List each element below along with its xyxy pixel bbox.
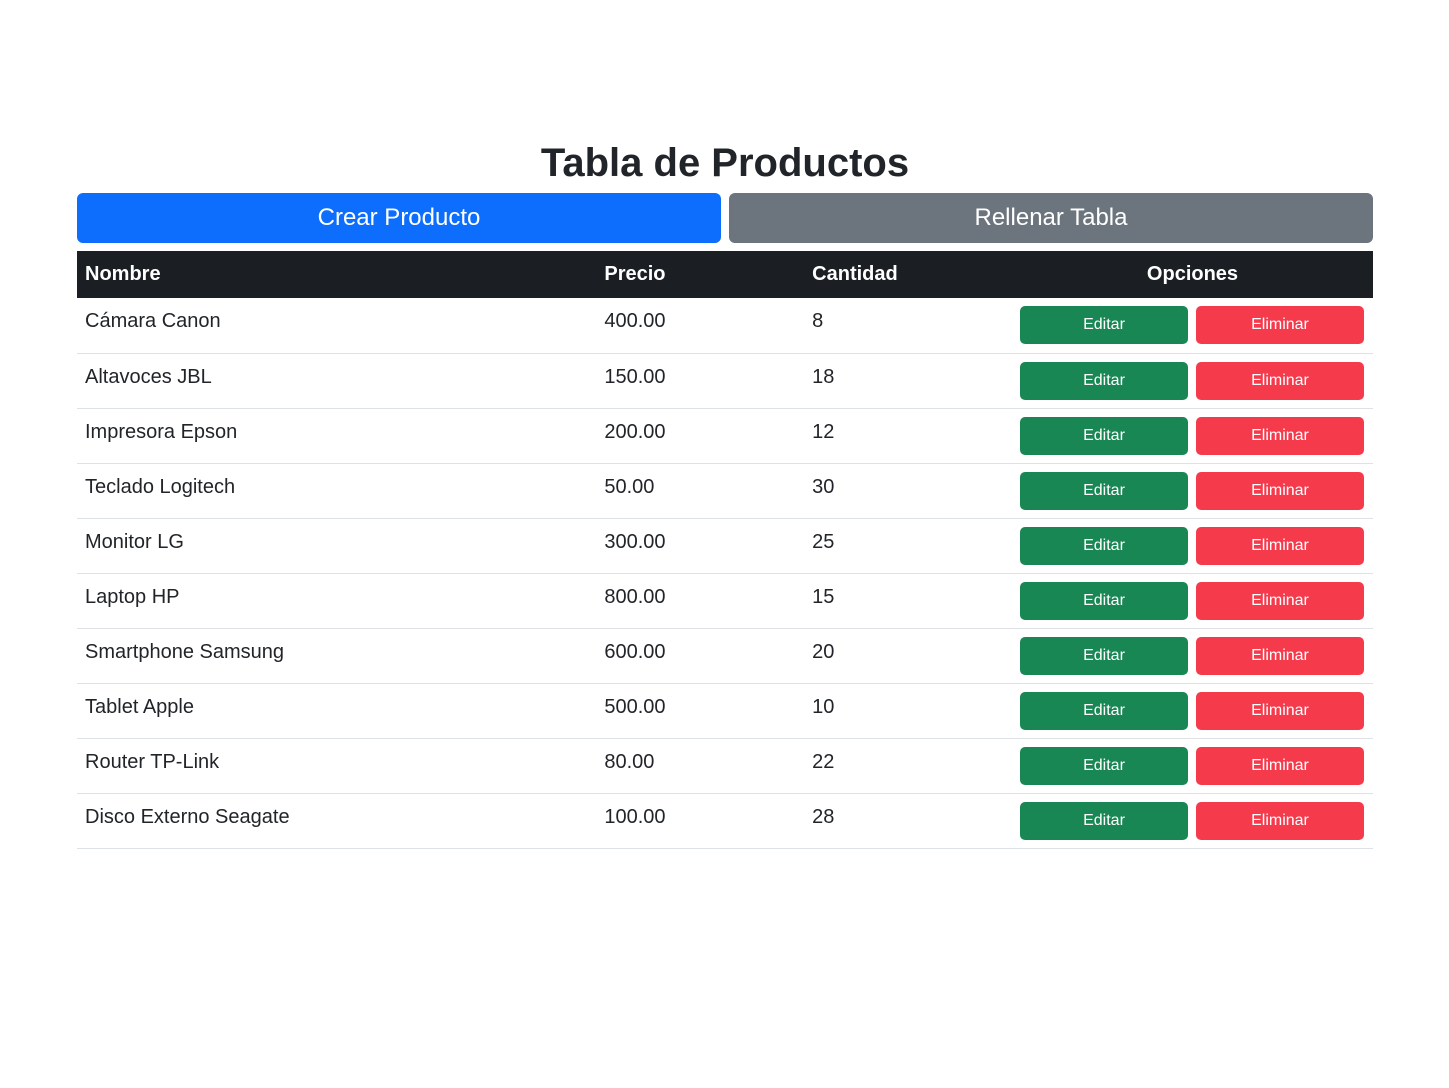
product-price-cell: 300.00 (604, 530, 666, 553)
row-actions: Editar Eliminar (1020, 581, 1364, 620)
delete-button[interactable]: Eliminar (1196, 361, 1364, 400)
product-options-cell: Editar Eliminar (1012, 793, 1373, 848)
delete-button[interactable]: Eliminar (1196, 636, 1364, 675)
product-name-cell: Altavoces JBL (85, 365, 212, 388)
edit-button[interactable]: Editar (1020, 471, 1188, 510)
row-actions: Editar Eliminar (1020, 801, 1364, 840)
product-price-cell: 80.00 (604, 750, 655, 773)
product-quantity-cell: 18 (812, 365, 835, 388)
row-actions: Editar Eliminar (1020, 306, 1364, 344)
product-quantity-cell: 22 (812, 750, 835, 773)
product-options-cell: Editar Eliminar (1012, 408, 1373, 463)
edit-button[interactable]: Editar (1020, 636, 1188, 675)
create-product-button[interactable]: Crear Producto (77, 193, 721, 243)
header-name: Nombre (85, 263, 161, 285)
header-options: Opciones (1146, 263, 1239, 285)
product-options-cell: Editar Eliminar (1012, 738, 1373, 793)
table-row: Impresora Epson 200.00 12 Editar Eliminar (77, 408, 1373, 463)
row-actions: Editar Eliminar (1020, 361, 1364, 400)
product-price-cell: 500.00 (604, 695, 666, 718)
product-quantity-cell: 12 (812, 420, 835, 443)
product-price-cell: 100.00 (604, 805, 666, 828)
delete-button[interactable]: Eliminar (1196, 746, 1364, 785)
table-row: Monitor LG 300.00 25 Editar Eliminar (77, 518, 1373, 573)
product-name-cell: Tablet Apple (85, 695, 194, 718)
fill-table-button[interactable]: Rellenar Tabla (729, 193, 1373, 243)
table-row: Smartphone Samsung 600.00 20 Editar Eliminar (77, 628, 1373, 683)
edit-button[interactable]: Editar (1020, 306, 1188, 344)
edit-button[interactable]: Editar (1020, 581, 1188, 620)
product-price-cell: 200.00 (604, 420, 666, 443)
table-row: Router TP-Link 80.00 22 Editar Eliminar (77, 738, 1373, 793)
product-price-cell: 800.00 (604, 585, 666, 608)
product-options-cell: Editar Eliminar (1012, 518, 1373, 573)
table-row: Tablet Apple 500.00 10 Editar Eliminar (77, 683, 1373, 738)
table-header: Nombre Precio Cantidad Opciones (77, 251, 1373, 298)
product-options-cell: Editar Eliminar (1012, 573, 1373, 628)
product-name-cell: Teclado Logitech (85, 475, 236, 498)
edit-button[interactable]: Editar (1020, 526, 1188, 565)
edit-button[interactable]: Editar (1020, 416, 1188, 455)
action-bar: Crear Producto Rellenar Tabla (77, 193, 1373, 243)
row-actions: Editar Eliminar (1020, 416, 1364, 455)
product-quantity-cell: 15 (812, 585, 835, 608)
product-quantity-cell: 30 (812, 475, 835, 498)
edit-button[interactable]: Editar (1020, 691, 1188, 730)
table-row: Cámara Canon 400.00 8 Editar Eliminar (77, 298, 1373, 353)
delete-button[interactable]: Eliminar (1196, 306, 1364, 344)
delete-button[interactable]: Eliminar (1196, 691, 1364, 730)
table-row: Altavoces JBL 150.00 18 Editar Eliminar (77, 353, 1373, 408)
product-name-cell: Smartphone Samsung (85, 640, 285, 663)
row-actions: Editar Eliminar (1020, 746, 1364, 785)
products-table: Nombre Precio Cantidad Opciones Cámara C… (77, 251, 1373, 849)
product-name-cell: Monitor LG (85, 530, 184, 553)
row-actions: Editar Eliminar (1020, 526, 1364, 565)
delete-button[interactable]: Eliminar (1196, 416, 1364, 455)
row-actions: Editar Eliminar (1020, 691, 1364, 730)
header-row: Nombre Precio Cantidad Opciones (77, 251, 1373, 298)
product-quantity-cell: 10 (812, 695, 835, 718)
delete-button[interactable]: Eliminar (1196, 581, 1364, 620)
edit-button[interactable]: Editar (1020, 801, 1188, 840)
edit-button[interactable]: Editar (1020, 361, 1188, 400)
product-name-cell: Impresora Epson (85, 420, 238, 443)
product-price-cell: 150.00 (604, 365, 666, 388)
product-price-cell: 600.00 (604, 640, 666, 663)
product-options-cell: Editar Eliminar (1012, 353, 1373, 408)
delete-button[interactable]: Eliminar (1196, 526, 1364, 565)
product-options-cell: Editar Eliminar (1012, 463, 1373, 518)
product-quantity-cell: 25 (812, 530, 835, 553)
product-quantity-cell: 28 (812, 805, 835, 828)
product-price-cell: 50.00 (604, 475, 655, 498)
product-quantity-cell: 20 (812, 640, 835, 663)
table-body: Cámara Canon 400.00 8 Editar Eliminar Altavoc… (77, 298, 1373, 848)
product-name-cell: Cámara Canon (85, 310, 221, 332)
product-name-cell: Disco Externo Seagate (85, 805, 290, 828)
product-options-cell: Editar Eliminar (1012, 683, 1373, 738)
product-name-cell: Laptop HP (85, 585, 180, 608)
delete-button[interactable]: Eliminar (1196, 801, 1364, 840)
header-price: Precio (604, 263, 666, 285)
table-row: Disco Externo Seagate 100.00 28 Editar Elimi… (77, 793, 1373, 848)
edit-button[interactable]: Editar (1020, 746, 1188, 785)
delete-button[interactable]: Eliminar (1196, 471, 1364, 510)
product-name-cell: Router TP-Link (85, 750, 220, 773)
row-actions: Editar Eliminar (1020, 636, 1364, 675)
product-quantity-cell: 8 (812, 310, 824, 332)
table-row: Laptop HP 800.00 15 Editar Eliminar (77, 573, 1373, 628)
product-price-cell: 400.00 (604, 310, 666, 332)
table-row: Teclado Logitech 50.00 30 Editar Eliminar (77, 463, 1373, 518)
row-actions: Editar Eliminar (1020, 471, 1364, 510)
header-quantity: Cantidad (812, 263, 898, 285)
product-options-cell: Editar Eliminar (1012, 298, 1373, 353)
page-title: Tabla de Productos (540, 141, 910, 185)
product-options-cell: Editar Eliminar (1012, 628, 1373, 683)
